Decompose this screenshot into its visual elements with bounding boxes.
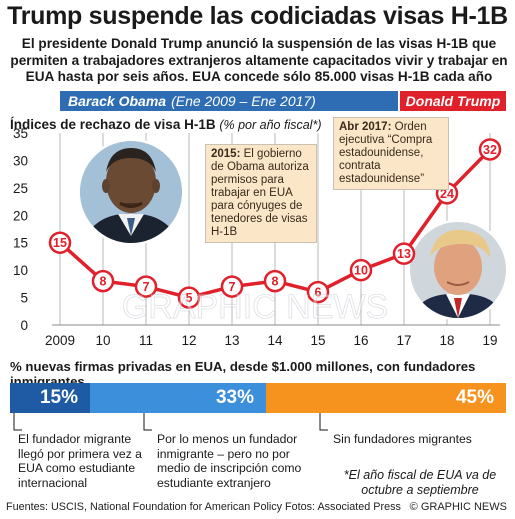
connector-segment-3 [319, 413, 328, 431]
trump-period-bar: Donald Trump [400, 91, 506, 111]
y-tick-label: 0 [20, 318, 28, 333]
connector-segment-1 [13, 413, 22, 431]
data-point [263, 269, 287, 293]
obama-period-bar: Barack Obama (Ene 2009 – Ene 2017) [60, 91, 398, 111]
y-tick-label: 10 [13, 263, 28, 278]
y-tick-label: 5 [20, 291, 28, 306]
trump-portrait [407, 219, 509, 321]
data-point [134, 275, 158, 298]
data-point [392, 242, 416, 265]
data-point [478, 138, 502, 161]
chart-ylabel-unit: (% por año fiscal*) [219, 118, 322, 132]
y-axis-ticks: 0 5 10 15 20 25 30 35 [13, 126, 28, 333]
obama-portrait [77, 138, 185, 246]
x-tick-label: 19 [482, 333, 497, 348]
x-tick-label: 15 [310, 333, 325, 348]
data-label: 24 [440, 187, 454, 201]
copyright: © GRAPHIC NEWS [409, 501, 507, 513]
obama-dates: (Ene 2009 – Ene 2017) [171, 93, 316, 109]
x-tick-label: 11 [139, 333, 153, 348]
y-tick-label: 20 [13, 208, 28, 223]
firms-segment-no-immigrant: 45% [266, 383, 506, 413]
data-label: 5 [186, 291, 193, 305]
annotation-2017-text: Orden ejecutiva “Compra estadounidense, … [339, 121, 433, 185]
trump-name: Donald Trump [405, 93, 501, 109]
sources: Fuentes: USCIS, National Foundation for … [6, 501, 401, 513]
annotation-2017: Abr 2017: Orden ejecutiva “Compra estado… [333, 117, 449, 190]
data-point [306, 280, 330, 304]
y-tick-label: 30 [13, 153, 28, 168]
firms-segment-student-founder: 15% [10, 383, 90, 413]
data-point [220, 275, 244, 298]
y-tick-label: 35 [13, 126, 28, 141]
annotation-2015-year: 2015: [211, 148, 241, 160]
data-label: 13 [397, 247, 411, 261]
fiscal-year-footnote: *El año fiscal de EUA va de octubre a se… [343, 468, 497, 497]
data-label: 32 [483, 143, 497, 157]
x-tick-label: 10 [95, 333, 110, 348]
connector-segment-2 [143, 413, 152, 431]
annotation-2017-year: Abr 2017: [339, 121, 392, 133]
firms-segment-immigrant-founder: 33% [90, 383, 266, 413]
y-tick-label: 25 [13, 181, 28, 196]
obama-name: Barack Obama [68, 93, 167, 109]
x-tick-label: 2009 [45, 333, 75, 348]
x-tick-label: 17 [396, 333, 411, 348]
data-label: 15 [53, 236, 67, 250]
data-label: 10 [354, 264, 368, 278]
x-tick-label: 13 [224, 333, 239, 348]
page-subtitle: El presidente Donald Trump anunció la su… [10, 36, 508, 84]
page-title: Trump suspende las codiciadas visas H-1B [7, 2, 508, 30]
data-point [48, 231, 72, 254]
x-tick-label: 16 [353, 333, 368, 348]
firms-desc-3: Sin fundadores migrantes [333, 432, 472, 446]
x-tick-label: 12 [181, 333, 196, 348]
chart-ylabel: Índices de rechazo de visa H-1B (% por a… [10, 117, 321, 132]
data-point [349, 258, 373, 282]
annotation-2015-text: El gobierno de Obama autoriza permisos p… [211, 148, 309, 238]
data-point [91, 269, 115, 293]
data-label: 8 [272, 275, 279, 289]
data-label: 8 [100, 275, 107, 289]
firms-bar: 15% 33% 45% [10, 383, 506, 413]
watermark: GRAPHIC NEWS [122, 288, 388, 326]
data-label: 7 [229, 280, 236, 294]
firms-desc-2: Por lo menos un fundador inmigrante – pe… [157, 432, 302, 490]
chart-ylabel-text: Índices de rechazo de visa H-1B [10, 117, 216, 132]
x-tick-label: 18 [439, 333, 454, 348]
x-tick-label: 14 [267, 333, 283, 348]
data-point [177, 286, 201, 309]
x-axis-ticks: 2009 10 11 12 13 14 15 16 17 18 19 [45, 333, 498, 348]
data-label: 7 [143, 280, 150, 294]
annotation-2015: 2015: El gobierno de Obama autoriza perm… [205, 144, 317, 243]
y-tick-label: 15 [13, 236, 28, 251]
firms-desc-1: El fundador migrante llegó por primera v… [18, 432, 142, 490]
data-label: 6 [315, 286, 322, 300]
